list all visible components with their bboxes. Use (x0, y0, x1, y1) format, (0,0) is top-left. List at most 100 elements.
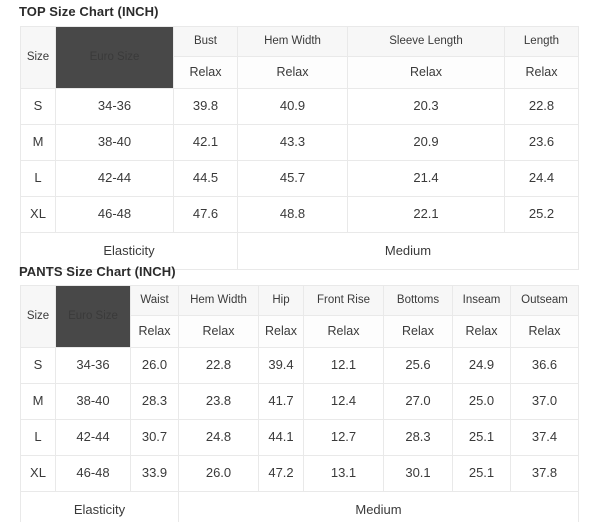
cell-length: 24.4 (504, 160, 579, 197)
cell-hem-width: 26.0 (178, 455, 259, 492)
pants-size-chart-title: PANTS Size Chart (INCH) (19, 264, 176, 279)
cell-inseam: 25.0 (452, 383, 511, 420)
table-header-row-measures: Size Euro Size Bust Hem Width Sleeve Len… (20, 26, 579, 89)
cell-hem-width: 24.8 (178, 419, 259, 456)
cell-hem-width: 43.3 (237, 124, 348, 161)
table-header-row-fit: Relax Relax Relax Relax (21, 56, 579, 89)
cell-front-rise: 12.7 (303, 419, 384, 456)
cell-waist: 30.7 (130, 419, 179, 456)
header-fit-bust: Relax (173, 56, 238, 89)
cell-bust: 44.5 (173, 160, 238, 197)
cell-length: 22.8 (504, 88, 579, 125)
cell-waist: 28.3 (130, 383, 179, 420)
cell-euro-size: 38-40 (55, 383, 131, 420)
cell-front-rise: 12.1 (303, 347, 384, 384)
header-fit-bottoms: Relax (383, 315, 453, 348)
table-row: M 38-40 28.3 23.8 41.7 12.4 27.0 25.0 37… (20, 383, 579, 420)
cell-front-rise: 13.1 (303, 455, 384, 492)
cell-hem-width: 40.9 (237, 88, 348, 125)
header-measure-inseam: Inseam (452, 285, 511, 316)
cell-bottoms: 30.1 (383, 455, 453, 492)
header-measure-waist: Waist (130, 285, 179, 316)
top-size-chart-title: TOP Size Chart (INCH) (19, 4, 159, 19)
header-fit-hem-width: Relax (178, 315, 259, 348)
cell-bust: 47.6 (173, 196, 238, 233)
cell-sleeve-length: 22.1 (347, 196, 505, 233)
header-fit-hip: Relax (258, 315, 304, 348)
cell-outseam: 37.8 (510, 455, 579, 492)
header-fit-hem-width: Relax (237, 56, 348, 89)
header-measure-outseam: Outseam (510, 285, 579, 316)
table-row: XL 46-48 47.6 48.8 22.1 25.2 (20, 196, 579, 233)
header-measure-hem-width: Hem Width (237, 26, 348, 57)
cell-size: XL (20, 455, 56, 492)
cell-euro-size: 46-48 (55, 455, 131, 492)
cell-size: M (20, 383, 56, 420)
table-header-row-measures: Size Euro Size Waist Hem Width Hip Front… (20, 285, 579, 348)
table-row: L 42-44 44.5 45.7 21.4 24.4 (20, 160, 579, 197)
table-row: L 42-44 30.7 24.8 44.1 12.7 28.3 25.1 37… (20, 419, 579, 456)
header-fit-inseam: Relax (452, 315, 511, 348)
cell-euro-size: 34-36 (55, 88, 174, 125)
header-measure-front-rise: Front Rise (303, 285, 384, 316)
pants-size-chart-table: Size Euro Size Waist Hem Width Hip Front… (20, 285, 579, 522)
cell-sleeve-length: 20.9 (347, 124, 505, 161)
footer-elasticity-value: Medium (178, 491, 579, 522)
header-measure-hip: Hip (258, 285, 304, 316)
cell-size: XL (20, 196, 56, 233)
header-fit-waist: Relax (130, 315, 179, 348)
cell-hem-width: 23.8 (178, 383, 259, 420)
cell-hem-width: 48.8 (237, 196, 348, 233)
cell-bottoms: 28.3 (383, 419, 453, 456)
cell-outseam: 37.0 (510, 383, 579, 420)
cell-bust: 42.1 (173, 124, 238, 161)
header-measure-hem-width: Hem Width (178, 285, 259, 316)
cell-size: M (20, 124, 56, 161)
cell-size: S (20, 347, 56, 384)
header-size: Size (20, 26, 56, 89)
cell-euro-size: 38-40 (55, 124, 174, 161)
cell-sleeve-length: 21.4 (347, 160, 505, 197)
cell-waist: 26.0 (130, 347, 179, 384)
cell-euro-size: 42-44 (55, 419, 131, 456)
footer-elasticity-value: Medium (237, 232, 579, 270)
footer-elasticity-label: Elasticity (20, 232, 238, 270)
cell-size: L (20, 419, 56, 456)
header-measure-length: Length (504, 26, 579, 57)
header-fit-length: Relax (504, 56, 579, 89)
table-header-row-fit: Relax Relax Relax Relax Relax Relax Rela… (21, 315, 579, 348)
cell-hip: 44.1 (258, 419, 304, 456)
cell-hip: 47.2 (258, 455, 304, 492)
table-footer-row: Elasticity Medium (20, 491, 579, 522)
cell-size: S (20, 88, 56, 125)
header-fit-outseam: Relax (510, 315, 579, 348)
cell-front-rise: 12.4 (303, 383, 384, 420)
table-row: S 34-36 26.0 22.8 39.4 12.1 25.6 24.9 36… (20, 347, 579, 384)
cell-euro-size: 34-36 (55, 347, 131, 384)
cell-inseam: 25.1 (452, 455, 511, 492)
header-measure-bottoms: Bottoms (383, 285, 453, 316)
cell-inseam: 24.9 (452, 347, 511, 384)
header-fit-sleeve-length: Relax (347, 56, 505, 89)
cell-outseam: 37.4 (510, 419, 579, 456)
cell-bottoms: 27.0 (383, 383, 453, 420)
table-row: M 38-40 42.1 43.3 20.9 23.6 (20, 124, 579, 161)
table-row: S 34-36 39.8 40.9 20.3 22.8 (20, 88, 579, 125)
header-euro-size: Euro Size (55, 285, 131, 348)
cell-sleeve-length: 20.3 (347, 88, 505, 125)
cell-size: L (20, 160, 56, 197)
header-euro-size: Euro Size (55, 26, 174, 89)
header-size: Size (20, 285, 56, 348)
cell-inseam: 25.1 (452, 419, 511, 456)
cell-bust: 39.8 (173, 88, 238, 125)
cell-euro-size: 42-44 (55, 160, 174, 197)
footer-elasticity-label: Elasticity (20, 491, 179, 522)
cell-hem-width: 22.8 (178, 347, 259, 384)
cell-euro-size: 46-48 (55, 196, 174, 233)
cell-length: 23.6 (504, 124, 579, 161)
header-measure-bust: Bust (173, 26, 238, 57)
cell-bottoms: 25.6 (383, 347, 453, 384)
cell-outseam: 36.6 (510, 347, 579, 384)
cell-hip: 41.7 (258, 383, 304, 420)
